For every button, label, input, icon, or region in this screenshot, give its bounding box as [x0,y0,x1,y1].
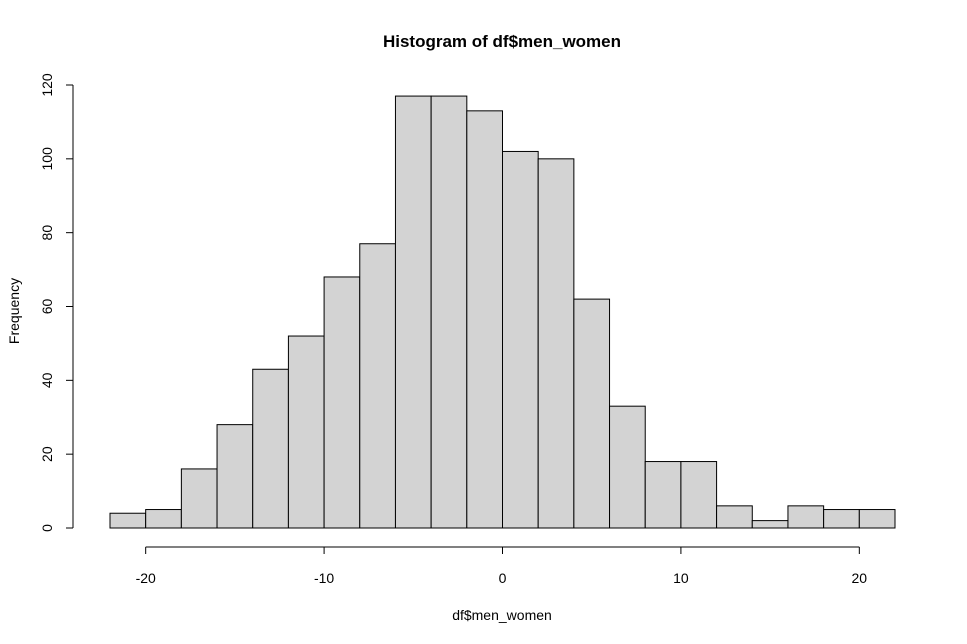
x-tick-label: 0 [499,570,507,586]
x-axis-title: df$men_women [452,607,552,623]
y-axis: 0 20 40 60 80 100 120 [39,73,74,532]
histogram-bar [502,150,539,529]
histogram-bar [609,405,646,529]
chart-title: Histogram of df$men_women [383,32,621,51]
x-tick-label: 20 [852,570,868,586]
histogram-bar [716,505,753,529]
histogram-bar [680,461,718,529]
histogram-bar [323,276,361,529]
histogram-bar [823,509,860,529]
histogram-bar [287,335,325,529]
histogram-bar [180,468,218,529]
x-tick-label: -20 [136,570,156,586]
histogram-bar [109,512,147,529]
y-tick-label: 120 [39,73,55,97]
x-axis: -20 -10 0 10 20 [136,546,868,586]
x-tick-label: -10 [314,570,334,586]
histogram-bar [430,95,468,529]
histogram-bar [573,298,611,529]
bars-group [109,95,896,529]
histogram-bar [751,520,789,529]
histogram-bar [145,509,182,529]
y-tick-label: 60 [39,299,55,315]
y-tick-label: 20 [39,446,55,462]
histogram-bar [466,110,503,529]
histogram-bar [644,461,682,529]
x-tick-label: 10 [673,570,689,586]
histogram-bar [537,158,575,529]
histogram-bar [394,95,432,529]
histogram-bar [252,368,289,529]
histogram-bar [858,509,896,529]
y-tick-label: 100 [39,147,55,171]
y-tick-label: 0 [39,524,55,532]
histogram-bar [359,243,396,529]
y-tick-label: 80 [39,225,55,241]
y-tick-label: 40 [39,372,55,388]
y-axis-title: Frequency [6,278,22,344]
histogram-bar [216,424,254,529]
histogram-bar [787,505,825,529]
